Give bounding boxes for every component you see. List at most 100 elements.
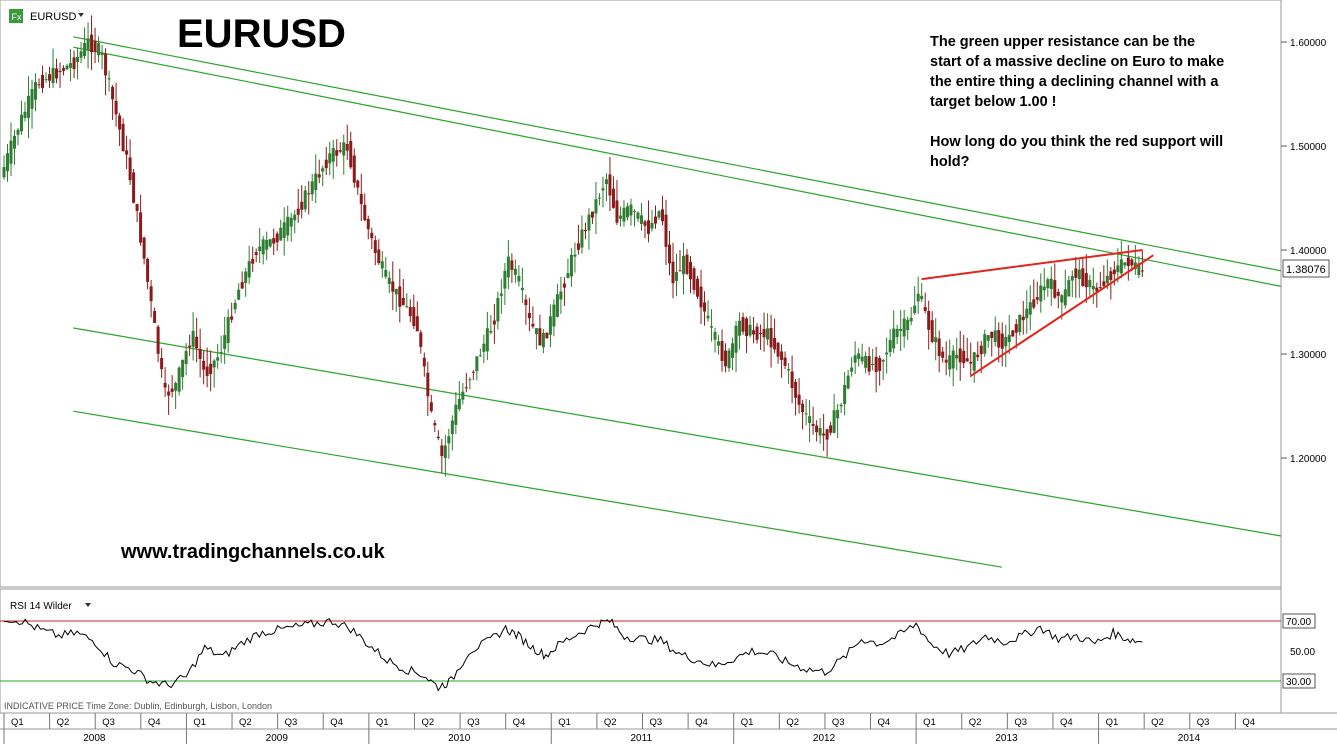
candle xyxy=(962,334,966,369)
quarter-label: Q4 xyxy=(330,717,343,728)
candle xyxy=(174,381,178,410)
rsi-upper-badge xyxy=(1282,613,1316,629)
quarter-label: Q4 xyxy=(1242,717,1255,728)
price-axis[interactable] xyxy=(1281,0,1337,713)
candle xyxy=(941,346,945,363)
candle xyxy=(461,382,465,405)
candle xyxy=(948,339,952,377)
candle xyxy=(527,297,531,332)
candle xyxy=(268,238,272,248)
candle xyxy=(62,65,66,76)
candle xyxy=(65,63,69,71)
green-channel-line xyxy=(73,36,1282,272)
quarter-label: Q3 xyxy=(832,717,845,728)
annotation-line: start of a massive decline on Euro to ma… xyxy=(930,54,1224,70)
candle xyxy=(710,309,714,342)
candle xyxy=(303,186,307,213)
candle xyxy=(611,176,615,209)
candle xyxy=(265,231,269,261)
candle xyxy=(398,268,402,323)
quarter-label: Q4 xyxy=(513,717,526,728)
candle xyxy=(1105,259,1109,290)
quarter-label: Q2 xyxy=(421,717,434,728)
candle xyxy=(160,348,164,378)
candle xyxy=(478,348,482,357)
candle xyxy=(282,207,286,256)
candle xyxy=(864,351,868,374)
candle xyxy=(1035,281,1039,305)
candle xyxy=(548,304,552,348)
candle xyxy=(72,50,76,79)
candle xyxy=(219,335,223,364)
candle xyxy=(517,265,521,287)
candle xyxy=(240,271,244,290)
caret-down-icon[interactable] xyxy=(85,603,91,607)
year-label: 2010 xyxy=(448,733,471,744)
candle xyxy=(107,70,111,92)
candle xyxy=(874,346,878,393)
candle xyxy=(317,159,321,184)
candle xyxy=(380,251,384,278)
candle xyxy=(846,369,850,390)
candle xyxy=(471,370,475,381)
candle xyxy=(776,342,780,364)
watermark-url[interactable]: www.tradingchannels.co.uk xyxy=(120,541,386,563)
candle xyxy=(163,367,167,397)
candle xyxy=(976,341,980,362)
candle xyxy=(76,47,80,80)
candle xyxy=(1025,290,1029,334)
caret-down-icon[interactable] xyxy=(78,13,84,17)
candle xyxy=(125,135,129,170)
candle xyxy=(657,209,661,221)
candle xyxy=(321,165,325,187)
rsi-label[interactable]: RSI 14 Wilder xyxy=(10,601,72,612)
green-channel-line xyxy=(73,410,1002,568)
price-tick-label: 1.20000 xyxy=(1290,454,1327,465)
candle xyxy=(1007,314,1011,355)
candle xyxy=(632,208,636,227)
candle xyxy=(289,212,293,242)
candle xyxy=(30,79,34,129)
candle xyxy=(923,292,927,314)
candle xyxy=(738,312,742,350)
time-tick-labels: Q1 Q2 Q3 Q4 Q1 Q2 Q3 Q4 Q1 Q2 Q3 Q4 Q1 Q2 Q3 Q4 Q1 Q2 Q3 Q4… xyxy=(3,713,1255,744)
candle xyxy=(965,337,969,362)
candle xyxy=(594,182,598,234)
quarter-label: Q1 xyxy=(193,717,206,728)
candle xyxy=(930,311,934,344)
candle xyxy=(359,173,363,222)
candle xyxy=(345,124,349,160)
candle xyxy=(167,384,171,415)
candle xyxy=(13,129,17,165)
candle xyxy=(307,181,311,215)
candle xyxy=(230,302,234,323)
candle xyxy=(205,347,209,388)
candle xyxy=(132,168,136,204)
quarter-label: Q3 xyxy=(467,717,480,728)
candle xyxy=(745,316,749,354)
candle xyxy=(857,348,861,367)
candle xyxy=(408,299,412,323)
candle xyxy=(573,242,577,273)
candle xyxy=(773,318,777,354)
candle xyxy=(1014,318,1018,349)
candle xyxy=(426,361,430,416)
candle xyxy=(1081,258,1085,287)
candle xyxy=(485,311,489,361)
candle xyxy=(128,139,132,185)
rsi-panel[interactable] xyxy=(0,588,1282,714)
candle xyxy=(545,332,549,339)
candle xyxy=(1123,262,1127,269)
candle xyxy=(818,417,822,444)
candle xyxy=(16,128,20,146)
quarter-label: Q3 xyxy=(1014,717,1027,728)
candle xyxy=(902,309,906,348)
candle xyxy=(454,391,458,434)
candle xyxy=(93,27,97,64)
candle xyxy=(664,199,668,266)
candle xyxy=(328,141,332,176)
symbol-label[interactable]: EURUSD xyxy=(30,11,77,23)
year-label: 2014 xyxy=(1178,733,1201,744)
candle xyxy=(195,317,199,363)
